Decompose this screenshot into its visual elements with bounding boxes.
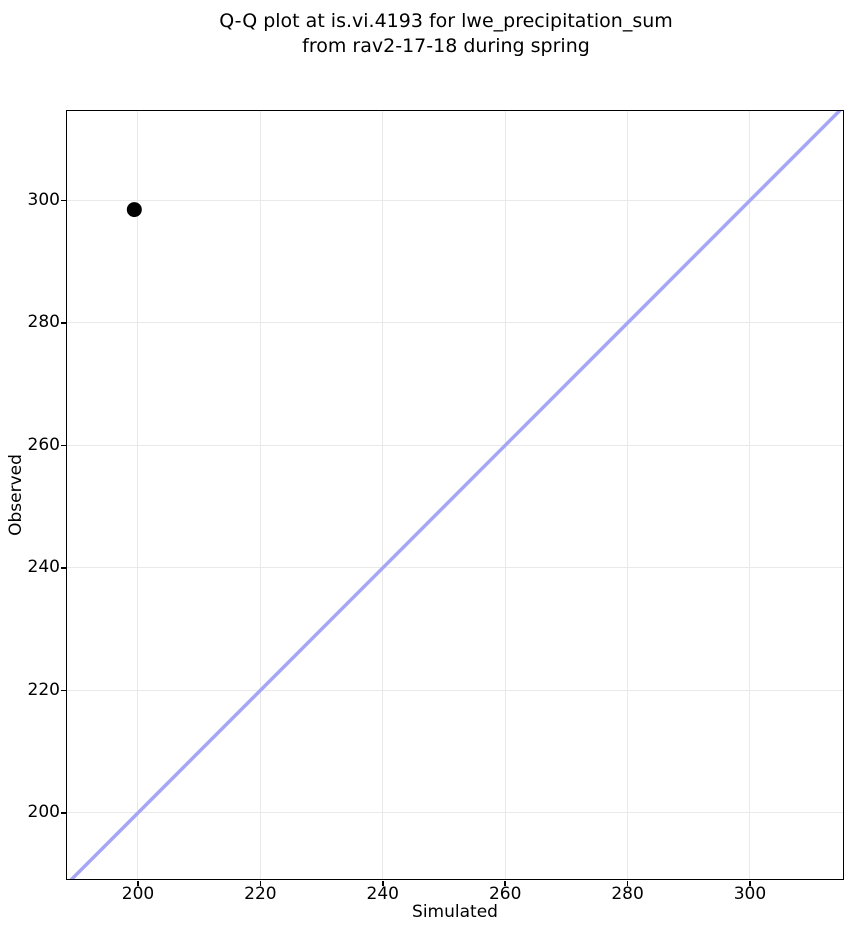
x-tick-label: 200 bbox=[121, 884, 155, 904]
chart-title-line2: from rav2-17-18 during spring bbox=[302, 35, 590, 57]
y-tick-mark bbox=[60, 444, 66, 447]
plot-canvas bbox=[69, 111, 842, 879]
x-tick-mark bbox=[137, 880, 139, 886]
x-tick-mark bbox=[626, 880, 629, 886]
x-gridline bbox=[259, 111, 261, 879]
x-gridline bbox=[137, 111, 139, 879]
y-tick-mark bbox=[60, 199, 66, 202]
x-tick-label: 240 bbox=[366, 884, 399, 904]
y-tick-mark bbox=[60, 689, 66, 692]
x-tick-mark bbox=[259, 880, 262, 886]
data-point bbox=[126, 202, 142, 218]
y-gridline bbox=[67, 444, 843, 446]
x-tick-label: 260 bbox=[488, 884, 522, 904]
x-gridline bbox=[504, 111, 506, 879]
x-gridline bbox=[749, 111, 751, 879]
chart-title: Q-Q plot at is.vi.4193 for lwe_precipita… bbox=[38, 9, 851, 59]
y-tick-label: 260 bbox=[27, 434, 60, 455]
y-tick-mark bbox=[60, 812, 66, 814]
y-tick-label: 280 bbox=[27, 312, 60, 333]
y-tick-mark bbox=[60, 322, 66, 324]
y-gridline bbox=[67, 199, 843, 201]
y-gridline bbox=[67, 322, 843, 324]
x-tick-label: 220 bbox=[244, 884, 277, 904]
x-axis-label: Simulated bbox=[412, 902, 498, 922]
x-gridline bbox=[382, 111, 384, 879]
y-gridline bbox=[67, 567, 843, 569]
x-tick-label: 300 bbox=[733, 884, 767, 904]
x-tick-mark bbox=[382, 880, 384, 886]
y-tick-label: 220 bbox=[27, 679, 60, 700]
x-tick-mark bbox=[504, 880, 506, 886]
identity-line bbox=[69, 111, 842, 879]
x-gridline bbox=[627, 111, 629, 879]
y-tick-label: 200 bbox=[27, 802, 60, 823]
plot-area bbox=[66, 110, 844, 880]
y-gridline bbox=[67, 812, 843, 814]
x-tick-label: 280 bbox=[611, 884, 644, 904]
y-tick-label: 300 bbox=[27, 189, 60, 210]
chart-title-line1: Q-Q plot at is.vi.4193 for lwe_precipita… bbox=[219, 10, 673, 32]
y-tick-mark bbox=[60, 567, 66, 569]
y-tick-label: 240 bbox=[27, 557, 60, 578]
x-tick-mark bbox=[749, 880, 751, 886]
y-gridline bbox=[67, 689, 843, 691]
